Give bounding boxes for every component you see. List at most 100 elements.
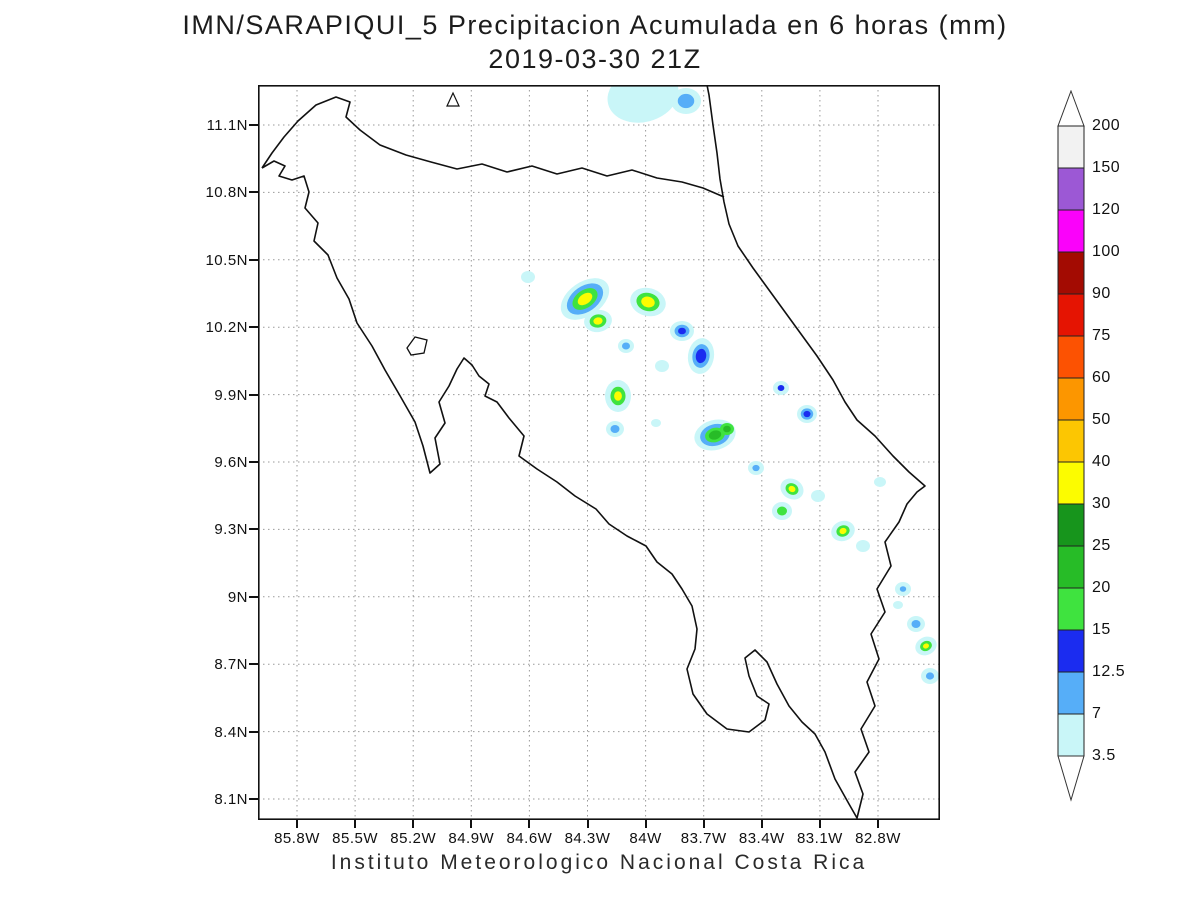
precip-contour (695, 348, 707, 364)
lon-tick-label: 84W (629, 830, 662, 847)
colorbar-level-label: 150 (1092, 159, 1121, 176)
gulf-island-outline (406, 336, 428, 356)
precip-contour (777, 385, 785, 391)
lat-tick-mark (249, 258, 258, 261)
precip-contour (911, 620, 921, 628)
colorbar-level-label: 15 (1092, 621, 1111, 638)
lon-tick-mark (354, 820, 357, 828)
colorbar-segment (1057, 713, 1085, 757)
chart-title-line1: IMN/SARAPIQUI_5 Precipitacion Acumulada … (182, 10, 1008, 40)
colorbar-segment (1057, 461, 1085, 505)
lat-tick-mark (249, 326, 258, 329)
precip-contour (708, 430, 722, 440)
lon-tick-label: 82.8W (855, 830, 901, 847)
colorbar-level-label: 3.5 (1092, 747, 1116, 764)
lon-tick-mark (412, 820, 415, 828)
precip-contour (593, 317, 603, 325)
lat-tick-mark (249, 663, 258, 666)
precip-contour (899, 586, 907, 592)
colorbar-level-label: 90 (1092, 285, 1111, 302)
lat-tick-mark (249, 393, 258, 396)
lon-tick-label: 85.8W (274, 830, 320, 847)
lon-tick-mark (296, 820, 298, 828)
lat-tick-label: 8.1N (214, 791, 248, 808)
lat-tick-mark (249, 730, 258, 733)
chart-title: IMN/SARAPIQUI_5 Precipitacion Acumulada … (0, 8, 1190, 76)
colorbar-level-label: 200 (1092, 117, 1121, 134)
colorbar-segment (1057, 293, 1085, 337)
colorbar-level-label: 75 (1092, 327, 1111, 344)
colorbar-segment (1057, 251, 1085, 295)
coastline (261, 85, 926, 819)
costa-rica-map-canvas (258, 85, 940, 820)
colorbar-segment (1057, 629, 1085, 673)
colorbar-level-label: 7 (1092, 705, 1102, 722)
colorbar-segment (1057, 503, 1085, 547)
lon-tick-mark (528, 820, 531, 828)
lon-tick-mark (586, 820, 589, 828)
precip-contour (723, 425, 731, 433)
precip-contour (893, 601, 903, 609)
precip-contour (521, 271, 535, 283)
lon-tick-label: 84.9W (448, 830, 495, 847)
lat-tick-label: 9N (227, 588, 248, 606)
lat-tick-label: 10.5N (205, 251, 248, 269)
colorbar-segment (1057, 167, 1085, 211)
lon-tick-label: 85.2W (390, 830, 437, 847)
lat-tick-mark (249, 528, 258, 531)
lat-tick-label: 8.4N (214, 723, 248, 741)
precip-contour (614, 391, 622, 401)
lon-tick-label: 83.4W (738, 830, 785, 847)
colorbar-segment (1057, 587, 1085, 631)
precip-contour (577, 292, 593, 306)
lat-tick-mark (249, 461, 258, 463)
lon-tick-mark (760, 820, 763, 828)
plot-frame (258, 85, 940, 820)
chart-title-line2: 2019-03-30 21Z (488, 44, 702, 74)
colorbar-level-label: 100 (1092, 243, 1121, 260)
precip-contour (651, 419, 661, 427)
precip-contour (788, 485, 796, 493)
precip-contour (923, 643, 929, 649)
footer-credit: Instituto Meteorologico Nacional Costa R… (330, 851, 868, 874)
lon-tick-label: 84.6W (506, 830, 553, 847)
lat-tick-label: 10.8N (205, 184, 248, 202)
precip-contour (607, 85, 679, 123)
colorbar-level-label: 25 (1092, 537, 1111, 554)
lon-tick-mark (818, 820, 821, 828)
colorbar (1057, 90, 1085, 802)
colorbar-segment (1057, 545, 1085, 589)
lon-tick-label: 84.3W (564, 830, 611, 847)
lat-tick-label: 10.2N (205, 319, 248, 337)
lat-tick-mark (249, 595, 258, 598)
lat-tick-label: 8.7N (214, 656, 248, 674)
lon-tick-label: 85.5W (332, 830, 379, 847)
lat-tick-mark (249, 798, 258, 800)
colorbar-level-label: 20 (1092, 579, 1111, 596)
precip-contour (777, 506, 787, 516)
colorbar-segment (1057, 335, 1085, 379)
lat-tick-label: 9.6N (214, 454, 248, 471)
colorbar-level-label: 120 (1092, 201, 1121, 218)
lon-tick-mark (470, 820, 473, 828)
precip-contour (856, 540, 870, 552)
colorbar-level-label: 40 (1092, 453, 1111, 470)
map-plot (258, 85, 940, 820)
nicaragua-border-line (261, 96, 725, 198)
precip-contour (622, 342, 630, 350)
colorbar-cap-under (1057, 755, 1085, 802)
lon-tick-mark (702, 820, 705, 828)
lat-tick-mark (249, 124, 258, 126)
peak-marker-icon (446, 91, 460, 107)
colorbar-segment (1057, 377, 1085, 421)
lat-tick-label: 9.9N (214, 386, 248, 404)
colorbar-segment (1057, 209, 1085, 253)
colorbar-segment (1057, 671, 1085, 715)
lat-tick-mark (249, 191, 258, 194)
colorbar-segment (1057, 125, 1085, 169)
precip-contour (803, 410, 811, 418)
precip-contour (610, 425, 620, 433)
colorbar-segment (1057, 419, 1085, 463)
precip-contour (811, 490, 825, 502)
